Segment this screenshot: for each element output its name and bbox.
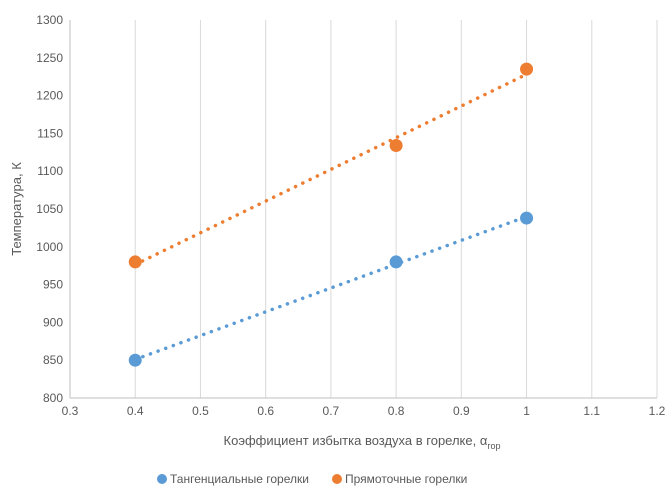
data-point-series-0 [389,255,403,269]
gridlines [134,20,658,398]
y-tick-label: 1000 [36,240,63,254]
x-tick-label: 1.2 [649,404,665,418]
y-tick-label: 1050 [36,202,63,216]
trendlines [133,72,529,362]
x-tick-label: 0.8 [388,404,405,418]
y-axis-title: Температура, К [9,162,24,256]
x-tick-label: 0.3 [62,404,79,418]
legend-item-direct-flow: Прямоточные горелки [332,472,467,486]
legend-item-tangential: Тангенциальные горелки [157,472,309,486]
x-axis-title-subscript: гор [487,441,500,451]
trendline-series-0 [133,214,529,362]
y-tick-label: 850 [43,353,63,367]
x-tick-label: 0.9 [453,404,470,418]
y-tick-label: 800 [43,391,63,405]
legend-label-tangential: Тангенциальные горелки [170,472,309,486]
legend-marker-tangential [157,474,167,484]
y-tick-label: 1250 [36,51,63,65]
x-tick-label: 1.1 [583,404,600,418]
y-tick-label: 950 [43,278,63,292]
y-tick-label: 1200 [36,89,63,103]
x-tick-label: 0.6 [257,404,274,418]
data-point-series-1 [128,255,142,269]
x-tick-label: 0.4 [127,404,144,418]
data-point-series-0 [520,211,534,225]
axes [69,20,657,399]
x-tick-label: 1 [523,404,530,418]
y-tick-label: 1300 [36,13,63,27]
legend-marker-direct-flow [332,474,342,484]
x-axis-title: Коэффициент избытка воздуха в горелке, α… [224,433,501,451]
y-tick-label: 900 [43,315,63,329]
data-point-series-1 [520,62,534,76]
trendline-series-1 [133,72,529,267]
data-point-series-0 [128,353,142,367]
x-tick-label: 0.7 [323,404,340,418]
legend: Тангенциальные горелки Прямоточные горел… [157,472,467,486]
y-tick-label: 1100 [37,164,63,178]
data-points [128,62,534,367]
legend-label-direct-flow: Прямоточные горелки [345,472,467,486]
x-tick-label: 0.5 [192,404,209,418]
y-tick-label: 1150 [37,126,63,140]
tick-labels: 0.3 0.4 0.5 0.6 0.7 0.8 0.9 1 1.1 1.2 800 850 900 950… [36,13,665,418]
x-axis-title-main: Коэффициент избытка воздуха в горелке, α [224,433,488,448]
data-point-series-1 [389,138,403,152]
